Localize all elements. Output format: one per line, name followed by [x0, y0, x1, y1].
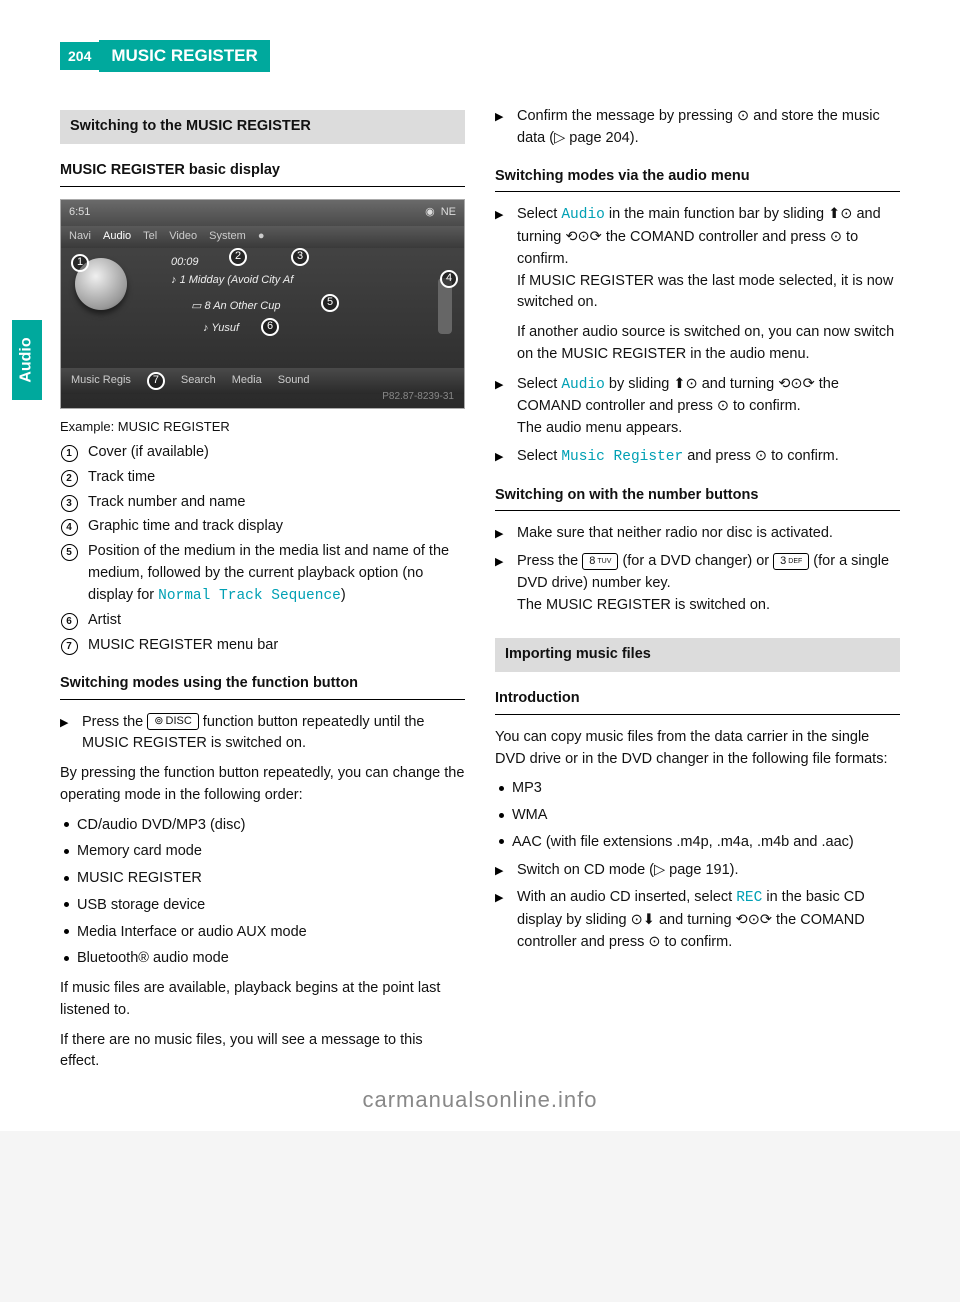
figure-media-name: 8 An Other Cup [204, 300, 280, 312]
step-icon: ▶ [495, 860, 509, 882]
body-text: You can copy music files from the data c… [495, 727, 900, 771]
callout-icon: 6 [261, 318, 279, 336]
page-number: 204 [60, 42, 99, 70]
bullet-list: MP3 WMA AAC (with file extensions .m4p, … [499, 778, 900, 853]
figure-code: P82.87-8239-31 [382, 389, 454, 404]
page: 204 MUSIC REGISTER Audio Switching to th… [0, 0, 960, 1131]
step-icon: ▶ [495, 551, 509, 616]
body-text: If there are no music files, you will se… [60, 1030, 465, 1074]
figure-statusbar: 6:51 ◉ NE [61, 200, 464, 226]
list-item: MP3 [499, 778, 900, 800]
list-item: USB storage device [64, 895, 465, 917]
subheading: Switching modes using the function butto… [60, 673, 465, 700]
header: 204 MUSIC REGISTER [60, 40, 900, 72]
instruction-step: ▶ With an audio CD inserted, select REC … [495, 887, 900, 953]
callout-icon: 3 [291, 248, 309, 266]
list-item: 2Track time [60, 467, 465, 489]
nav-item: System [209, 228, 246, 245]
section-heading: Switching to the MUSIC REGISTER [60, 110, 465, 144]
figure-track-name: 1 Midday (Avoid City Af [180, 274, 294, 286]
body-text: If another audio source is switched on, … [517, 322, 900, 366]
instruction-step: ▶ Press the ⊚ DISC function button repea… [60, 712, 465, 756]
section-heading: Importing music files [495, 638, 900, 672]
nav-item: Audio [103, 228, 131, 245]
chapter-title: MUSIC REGISTER [99, 40, 269, 72]
nav-item: Navi [69, 228, 91, 245]
definition-list: 1Cover (if available) 2Track time 3Track… [60, 442, 465, 657]
watermark: carmanualsonline.info [0, 1087, 960, 1113]
list-item: WMA [499, 805, 900, 827]
subheading: Introduction [495, 688, 900, 715]
menu-item: Sound [278, 372, 310, 389]
step-icon: ▶ [495, 446, 509, 469]
instruction-step: ▶ Select Audio by sliding ⬆⊙ and turning… [495, 374, 900, 440]
side-tab: Audio [12, 320, 42, 400]
instruction-step: ▶ Press the 8TUV (for a DVD changer) or … [495, 551, 900, 616]
callout-icon: 4 [440, 270, 458, 288]
step-icon: ▶ [495, 106, 509, 150]
side-tab-label: Audio [18, 337, 36, 382]
figure-time: 6:51 [69, 204, 90, 221]
instruction-step: ▶ Switch on CD mode (▷ page 191). [495, 860, 900, 882]
menu-item: Search [181, 372, 216, 389]
subheading: Switching modes via the audio menu [495, 166, 900, 193]
figure-caption: Example: MUSIC REGISTER [60, 417, 465, 437]
list-item: Bluetooth® audio mode [64, 948, 465, 970]
nav-item: Video [169, 228, 197, 245]
figure-track-time: 00:09 [171, 256, 199, 268]
menu-item: Media [232, 372, 262, 389]
list-item: Memory card mode [64, 841, 465, 863]
compass-icon: ◉ [425, 204, 435, 221]
callout-icon: 5 [321, 294, 339, 312]
right-column: ▶ Confirm the message by pressing ⊙ and … [495, 100, 900, 1081]
list-item: 4Graphic time and track display [60, 516, 465, 538]
list-item: MUSIC REGISTER [64, 868, 465, 890]
figure-music-register: 6:51 ◉ NE Navi Audio Tel Video System ● [60, 199, 465, 409]
instruction-step: ▶ Make sure that neither radio nor disc … [495, 523, 900, 545]
figure-body: 00:09 ♪ 1 Midday (Avoid City Af ▭ 8 An O… [61, 248, 464, 368]
step-icon: ▶ [495, 374, 509, 440]
instruction-step: ▶ Select Audio in the main function bar … [495, 204, 900, 314]
list-item: CD/audio DVD/MP3 (disc) [64, 815, 465, 837]
step-icon: ▶ [60, 712, 74, 756]
step-icon: ▶ [495, 887, 509, 953]
left-column: Switching to the MUSIC REGISTER MUSIC RE… [60, 100, 465, 1081]
instruction-step: ▶ Confirm the message by pressing ⊙ and … [495, 106, 900, 150]
menu-item: Music Regis [71, 372, 131, 389]
instruction-step: ▶ Select Music Register and press ⊙ to c… [495, 446, 900, 469]
callout-icon: 1 [71, 254, 89, 272]
compass-label: NE [441, 204, 456, 221]
list-item: Media Interface or audio AUX mode [64, 922, 465, 944]
list-item: 7MUSIC REGISTER menu bar [60, 635, 465, 657]
subheading: Switching on with the number buttons [495, 485, 900, 512]
figure-artist: Yusuf [211, 322, 239, 334]
nav-item: Tel [143, 228, 157, 245]
list-item: 1Cover (if available) [60, 442, 465, 464]
subheading: MUSIC REGISTER basic display [60, 160, 465, 187]
disc-key-icon: ⊚ DISC [147, 713, 199, 730]
bullet-list: CD/audio DVD/MP3 (disc) Memory card mode… [64, 815, 465, 971]
figure-nav: Navi Audio Tel Video System ● [61, 226, 464, 248]
signal-icon: ● [258, 228, 265, 245]
body-text: If music files are available, playback b… [60, 978, 465, 1022]
step-icon: ▶ [495, 204, 509, 314]
list-item: 3Track number and name [60, 492, 465, 514]
list-item: 6Artist [60, 610, 465, 632]
number-key-icon: 3DEF [773, 553, 809, 570]
list-item: 5Position of the medium in the media lis… [60, 541, 465, 607]
list-item: AAC (with file extensions .m4p, .m4a, .m… [499, 832, 900, 854]
body-text: By pressing the function button repeated… [60, 763, 465, 807]
callout-icon: 2 [229, 248, 247, 266]
number-key-icon: 8TUV [582, 553, 618, 570]
callout-icon: 7 [147, 372, 165, 390]
step-icon: ▶ [495, 523, 509, 545]
columns: Switching to the MUSIC REGISTER MUSIC RE… [60, 100, 900, 1081]
